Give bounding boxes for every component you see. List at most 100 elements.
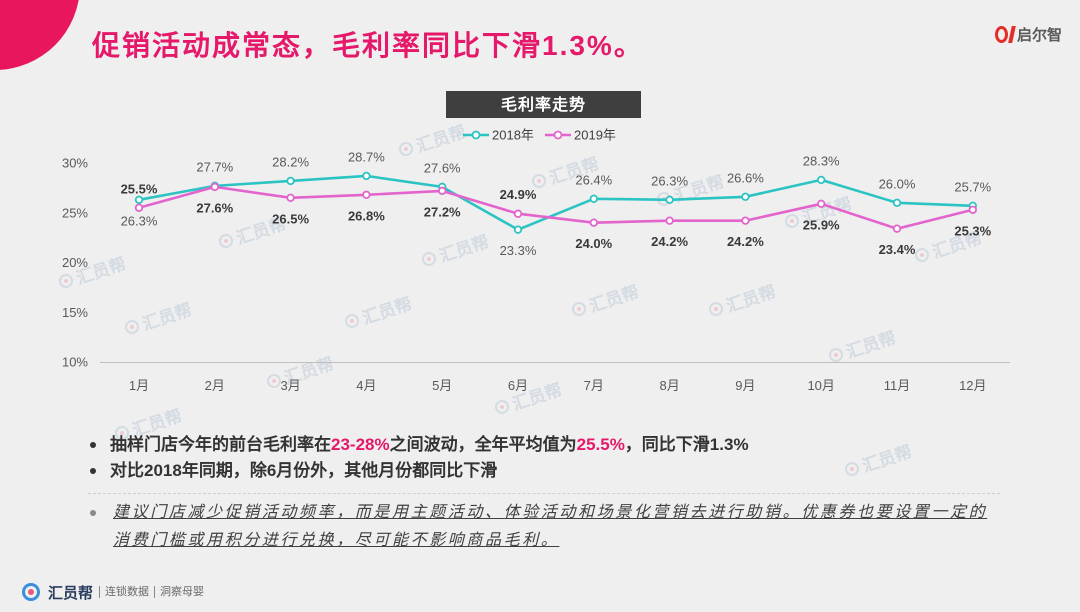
x-axis-tick-label: 1月 [129,378,149,393]
data-point [817,175,826,185]
footer-brand-name: 汇员帮 [48,584,94,602]
series-line [137,174,975,231]
data-label: 27.7% [196,159,233,174]
data-point [968,205,977,214]
bullet-dot-icon [90,442,96,448]
data-label: 28.7% [348,149,385,164]
key-findings: 抽样门店今年的前台毛利率在23-28%之间波动，全年平均值为25.5%，同比下滑… [90,432,749,484]
data-point [741,192,750,202]
data-point [513,225,523,234]
data-label: 25.5% [121,181,158,196]
data-point [892,224,902,233]
finding-highlight: 23-28% [331,435,390,454]
data-point [589,194,598,204]
y-axis-tick-label: 10% [62,355,88,370]
data-point [817,199,826,208]
data-point [589,218,598,227]
bullet-dot-icon [90,468,96,474]
data-label: 26.6% [727,170,764,185]
data-point [362,190,371,200]
finding-highlight: 25.5% [576,435,625,454]
chart-title-box [446,91,641,118]
x-axis-tick-label: 9月 [735,378,755,393]
data-label: 26.3% [651,173,688,188]
suggestion-line: 消费门槛或用积分进行兑换，尽可能不影响商品毛利。 [113,532,560,549]
finding-item: 抽样门店今年的前台毛利率在23-28%之间波动，全年平均值为25.5%，同比下滑… [90,432,749,458]
data-label: 24.2% [727,234,764,249]
x-axis-tick-label: 4月 [356,378,376,393]
series-1 [134,171,977,234]
legend-label: 2018年 [492,128,534,143]
finding-item: 对比2018年同期，除6月份外，其他月份都同比下滑 [90,458,749,484]
data-point [134,195,144,205]
data-point [362,171,371,181]
x-axis-tick-label: 6月 [508,378,528,393]
legend-label: 2019年 [574,128,616,143]
data-point [210,182,219,192]
slide-title: 促销活动成常态，毛利率同比下滑1.3%。 [92,30,644,61]
data-label: 26.3% [121,213,158,228]
legend-marker-icon [553,130,563,140]
finding-text: 对比2018年同期，除6月份外，其他月份都同比下滑 [110,461,498,480]
y-axis-tick-label: 25% [62,205,88,220]
legend-marker-icon [471,130,481,140]
brand-logo-icon [994,25,1016,43]
data-point [665,216,674,225]
brand-logo-text: 启尔智 [1016,26,1062,44]
data-point [513,209,523,218]
data-label: 27.6% [196,200,233,215]
data-label: 25.3% [954,223,991,238]
data-label: 25.7% [954,179,991,194]
data-label: 26.4% [575,172,612,187]
data-point [134,203,144,212]
legend-item: 2019年 [545,128,616,143]
data-point [665,195,674,205]
y-axis-tick-label: 15% [62,305,88,320]
data-point [286,176,295,186]
series-2 [134,182,977,233]
x-axis-tick-label: 3月 [280,378,300,393]
dashed-divider [88,493,1000,494]
y-axis-tick-label: 30% [62,156,88,171]
huiyuanbang-logo-icon [22,583,40,601]
x-axis-tick-label: 7月 [584,378,604,393]
data-label: 26.5% [272,211,309,226]
footer-tag: 连锁数据 [99,586,149,598]
data-label: 24.9% [500,187,537,202]
series-line [137,185,975,230]
legend-item: 2018年 [463,128,534,143]
data-label: 23.3% [500,243,537,258]
x-axis-tick-label: 11月 [884,378,911,393]
bullet-dot-icon [90,510,96,516]
y-axis-tick-label: 20% [62,255,88,270]
finding-text: 抽样门店今年的前台毛利率在 [110,435,331,454]
footer-tag: 洞察母婴 [154,586,204,598]
finding-text: 之间波动，全年平均值为 [389,435,577,454]
data-label: 24.0% [575,236,612,251]
data-label: 28.3% [803,153,840,168]
x-axis-tick-label: 5月 [432,378,452,393]
data-point [286,193,295,203]
suggestion-text: 建议门店减少促销活动频率，而是用主题活动、体验活动和场景化营销去进行助销。优惠券… [90,499,987,555]
suggestion-line: 建议门店减少促销活动频率，而是用主题活动、体验活动和场景化营销去进行助销。优惠券… [113,504,988,521]
data-label: 25.9% [803,217,840,232]
data-point [438,186,447,196]
data-point [741,216,750,225]
finding-text: ，同比下滑1.3% [624,435,749,454]
x-axis-tick-label: 10月 [807,378,834,393]
data-label: 26.0% [879,176,916,191]
x-axis-tick-label: 12月 [959,378,986,393]
data-label: 23.4% [879,242,916,257]
brand-logo: 启尔智 [994,22,1062,46]
data-label: 26.8% [348,208,385,223]
data-label: 27.6% [424,160,461,175]
chart-title: 毛利率走势 [501,95,586,114]
suggestion: 建议门店减少促销活动频率，而是用主题活动、体验活动和场景化营销去进行助销。优惠券… [90,499,987,555]
x-axis-tick-label: 8月 [659,378,679,393]
data-point [892,198,902,207]
data-label: 27.2% [424,204,461,219]
data-label: 28.2% [272,154,309,169]
footer-brand: 汇员帮 连锁数据 洞察母婴 [22,582,209,602]
